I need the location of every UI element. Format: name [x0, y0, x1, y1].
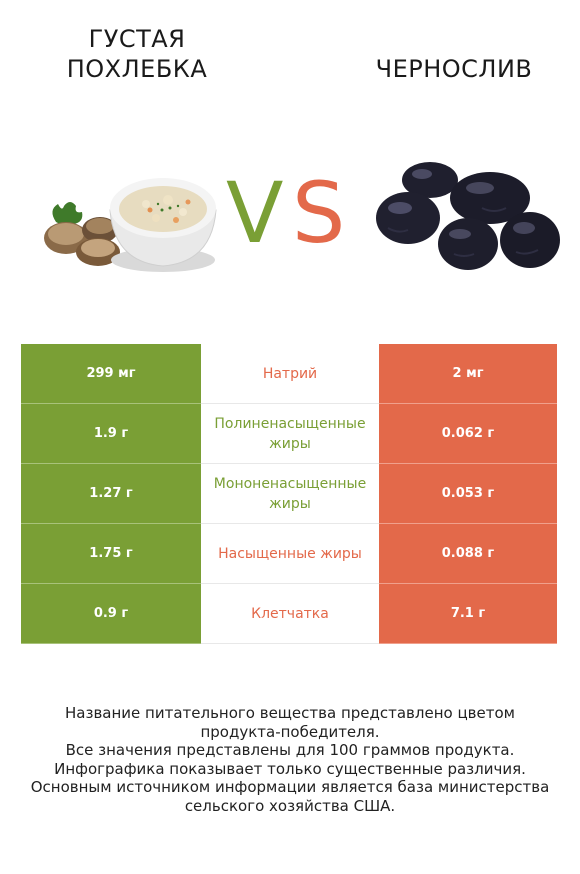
footer-line: Все значения представлены для 100 граммо…: [65, 741, 515, 759]
table-row: 299 мг Натрий 2 мг: [21, 344, 557, 404]
right-value: 0.062 г: [379, 404, 557, 463]
left-value: 1.27 г: [21, 464, 201, 523]
footer-line: Основным источником информации является …: [30, 778, 550, 796]
footer-line: Название питательного вещества представл…: [65, 704, 515, 722]
left-value: 1.75 г: [21, 524, 201, 583]
table-row: 0.9 г Клетчатка 7.1 г: [21, 584, 557, 644]
row-divider: [21, 403, 557, 404]
comparison-table: 299 мг Натрий 2 мг 1.9 г Полиненасыщенны…: [21, 344, 557, 644]
footer-line: Инфографика показывает только существенн…: [54, 759, 526, 778]
prunes-image: [376, 162, 560, 270]
footer-line: сельского хозяйства США.: [184, 796, 396, 815]
nutrient-label: Клетчатка: [201, 584, 379, 643]
right-value: 7.1 г: [379, 584, 557, 643]
left-value: 299 мг: [21, 344, 201, 403]
table-row: 1.27 г Мононенасыщенные жиры 0.053 г: [21, 464, 557, 524]
table-row: 1.9 г Полиненасыщенные жиры 0.062 г: [21, 404, 557, 464]
nutrient-label: Полиненасыщенные жиры: [201, 404, 379, 463]
nutrient-label: Мононенасыщенные жиры: [201, 464, 379, 523]
right-food-title: ЧЕРНОСЛИВ: [375, 55, 533, 83]
chowder-image: [44, 178, 217, 272]
row-divider: [21, 643, 557, 644]
right-value: 0.088 г: [379, 524, 557, 583]
vs-v: V: [226, 164, 284, 262]
left-value: 1.9 г: [21, 404, 201, 463]
vs-s: S: [292, 164, 346, 262]
right-value: 0.053 г: [379, 464, 557, 523]
nutrient-label: Насыщенные жиры: [201, 524, 379, 583]
right-value: 2 мг: [379, 344, 557, 403]
nutrient-label: Натрий: [201, 344, 379, 403]
row-divider: [21, 463, 557, 464]
footer-notes: Название питательного вещества представл…: [20, 704, 560, 815]
row-divider: [21, 523, 557, 524]
vs-label: V S: [226, 168, 356, 258]
left-food-title: ГУСТАЯ ПОХЛЕБКА: [66, 25, 208, 83]
left-value: 0.9 г: [21, 584, 201, 643]
row-divider: [21, 583, 557, 584]
footer-line: продукта-победителя.: [200, 722, 380, 741]
table-row: 1.75 г Насыщенные жиры 0.088 г: [21, 524, 557, 584]
